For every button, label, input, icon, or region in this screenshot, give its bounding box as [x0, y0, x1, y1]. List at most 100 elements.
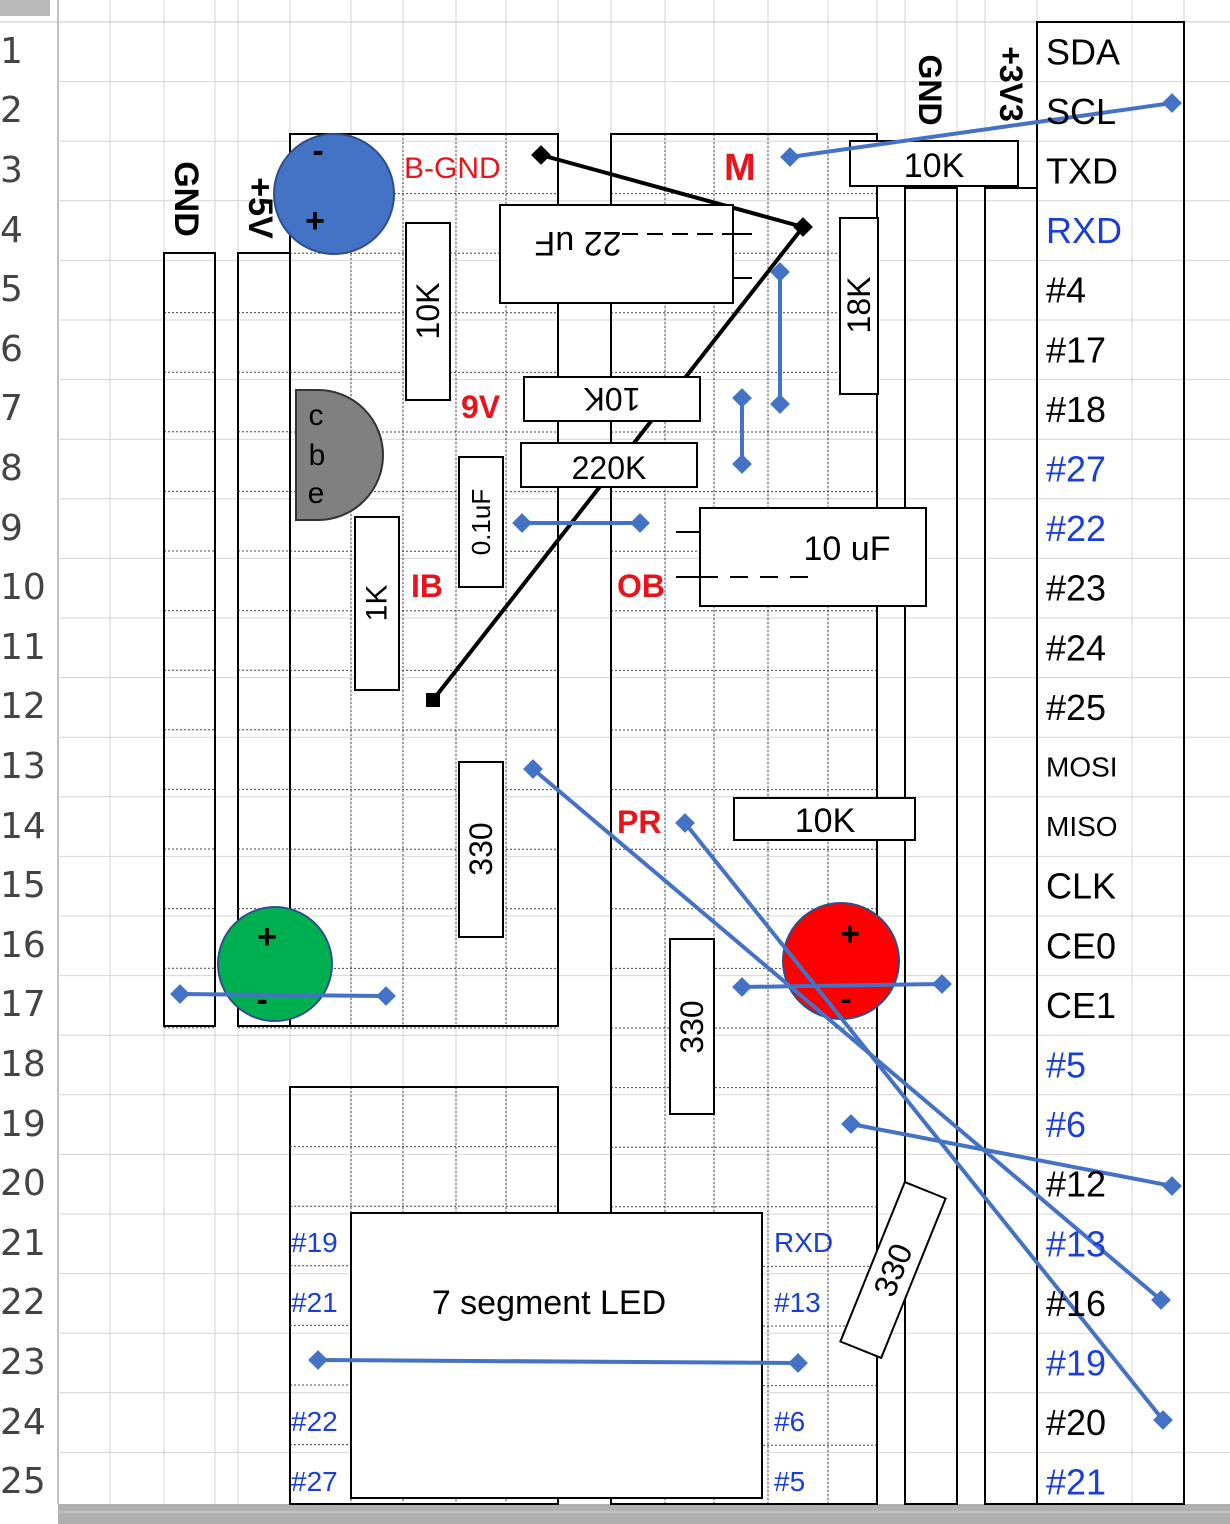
row-number[interactable]: 22 [0, 1282, 46, 1324]
gpio-pin-labels: SDA SCL TXD RXD #4 #17 #18 #27 #22 #23 #24 #25 MOSI M… [1046, 31, 1122, 1502]
row-number[interactable]: 15 [0, 865, 46, 907]
gpio-pin-label: CE1 [1046, 985, 1116, 1026]
row-number[interactable]: 19 [0, 1103, 46, 1145]
row-number[interactable]: 20 [0, 1163, 46, 1205]
rail-label-plus3v3: +3V3 [993, 46, 1029, 122]
gnd-rail-strip [163, 252, 216, 1027]
resistor-18k [839, 217, 879, 395]
row-number[interactable]: 23 [0, 1342, 46, 1383]
gpio-pin-label: #24 [1046, 627, 1106, 668]
resistor-10k-left-label: 10K [410, 283, 446, 340]
capacitor-22uf [499, 204, 734, 304]
gpio-pin-label: RXD [1046, 210, 1122, 251]
breadboard-grid [164, 133, 878, 1505]
row-number[interactable]: 7 [0, 388, 23, 430]
row-number[interactable]: 10 [0, 567, 46, 609]
led-red-plus: + [840, 915, 860, 953]
node-label-9v: 9V [461, 389, 501, 425]
resistor-220k [520, 442, 698, 488]
corner-cell [0, 0, 50, 16]
gpio-pin-label: #20 [1046, 1402, 1106, 1443]
resistor-10k-top [849, 140, 1019, 187]
capacitor-10uf [699, 507, 927, 607]
row-number[interactable]: 24 [0, 1401, 46, 1443]
resistor-1k [354, 516, 400, 691]
gpio-pin-label: #21 [1046, 1462, 1106, 1503]
resistor-10k-low-label: 10K [795, 802, 856, 840]
wire-blue-6 [732, 974, 952, 997]
capacitor-10uf-label: 10 uF [804, 530, 891, 568]
led-green-minus: - [256, 981, 267, 1019]
resistor-330-b-label: 330 [674, 1000, 710, 1053]
resistor-330-a [458, 761, 504, 938]
node-label-ib: IB [411, 568, 443, 604]
row-number[interactable]: 9 [0, 507, 23, 549]
resistor-10k-mid-label: 10K [584, 381, 641, 417]
row-number[interactable]: 6 [0, 328, 23, 370]
gpio-header-strip [1036, 21, 1185, 1505]
row-number[interactable]: 18 [0, 1044, 46, 1085]
row-number[interactable]: 3 [0, 150, 23, 191]
gpio-pin-label: MISO [1046, 811, 1118, 842]
gpio-pin-label: #5 [1046, 1045, 1086, 1086]
row-number[interactable]: 5 [0, 269, 23, 311]
wire-blue-10 [308, 1350, 808, 1373]
plus5v-rail-strip [237, 252, 291, 1027]
led-green-icon [217, 906, 333, 1022]
resistor-330-b [669, 938, 715, 1115]
gpio-pin-label: #27 [1046, 449, 1106, 490]
seg-pin-label-right-4: #6 [774, 1406, 805, 1437]
capacitor-0-1uf-label: 0.1uF [466, 489, 496, 556]
row-number[interactable]: 25 [0, 1461, 46, 1503]
row-number[interactable]: 16 [0, 924, 46, 966]
gpio-pin-label: #4 [1046, 270, 1086, 311]
row-number[interactable]: 13 [0, 746, 46, 787]
gpio-pin-label: #6 [1046, 1104, 1086, 1145]
resistor-1k-label: 1K [361, 585, 394, 622]
seg-pin-label-left-4: #22 [291, 1406, 338, 1437]
horizontal-scrollbar[interactable] [58, 1504, 1230, 1524]
gpio-pin-label: SCL [1046, 91, 1116, 132]
resistor-330-a-label: 330 [463, 822, 499, 875]
gpio-pin-label: #23 [1046, 568, 1106, 609]
gpio-pin-label: #13 [1046, 1223, 1106, 1264]
row-number[interactable]: 21 [0, 1222, 46, 1264]
row-number[interactable]: 2 [0, 90, 23, 132]
row-number[interactable]: 17 [0, 984, 46, 1026]
row-number[interactable]: 1 [0, 30, 23, 72]
transistor-icon [295, 389, 384, 521]
wire-blue-3 [732, 388, 752, 474]
gpio-pin-label: CE0 [1046, 925, 1116, 966]
transistor-e-label: e [308, 477, 325, 510]
row-number[interactable]: 14 [0, 805, 46, 847]
led-green-plus: + [257, 918, 277, 956]
node-label-bgnd: B-GND [404, 152, 501, 185]
transistor-b-label: b [309, 439, 326, 472]
gpio-pin-label: #19 [1046, 1343, 1106, 1384]
seg-pin-label-right-5: #5 [774, 1466, 805, 1497]
seg-pin-label-left-2: #21 [291, 1287, 338, 1318]
node-label-m: M [724, 147, 756, 189]
resistor-220k-label: 220K [572, 450, 647, 486]
resistor-10k-low [733, 797, 916, 841]
transistor-c-label: c [309, 399, 324, 432]
rail-label-gnd-left: GND [167, 161, 205, 237]
resistor-10k-top-label: 10K [904, 147, 965, 185]
row-number[interactable]: 4 [0, 209, 23, 251]
wire-blue-9 [841, 1114, 1182, 1196]
node-label-ob: OB [617, 568, 665, 604]
gpio-pin-label: TXD [1046, 151, 1118, 192]
seven-segment-led-label: 7 segment LED [432, 1284, 666, 1322]
row-number[interactable]: 8 [0, 448, 23, 489]
row-number[interactable]: 11 [0, 626, 46, 668]
row-number[interactable]: 12 [0, 686, 46, 728]
seg-pin-label-right-2: #13 [774, 1287, 821, 1318]
seg-pin-label-left-1: #19 [291, 1227, 338, 1258]
gpio-pin-label: MOSI [1046, 752, 1118, 783]
led-blue-minus: - [312, 132, 323, 170]
led-red-minus: - [840, 980, 851, 1018]
resistor-10k-mid [523, 376, 701, 422]
gpio-pin-label: #22 [1046, 508, 1106, 549]
rail-label-plus5v: +5V [241, 177, 279, 239]
